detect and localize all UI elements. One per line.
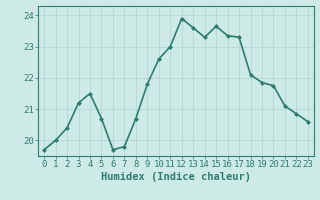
X-axis label: Humidex (Indice chaleur): Humidex (Indice chaleur) [101, 172, 251, 182]
